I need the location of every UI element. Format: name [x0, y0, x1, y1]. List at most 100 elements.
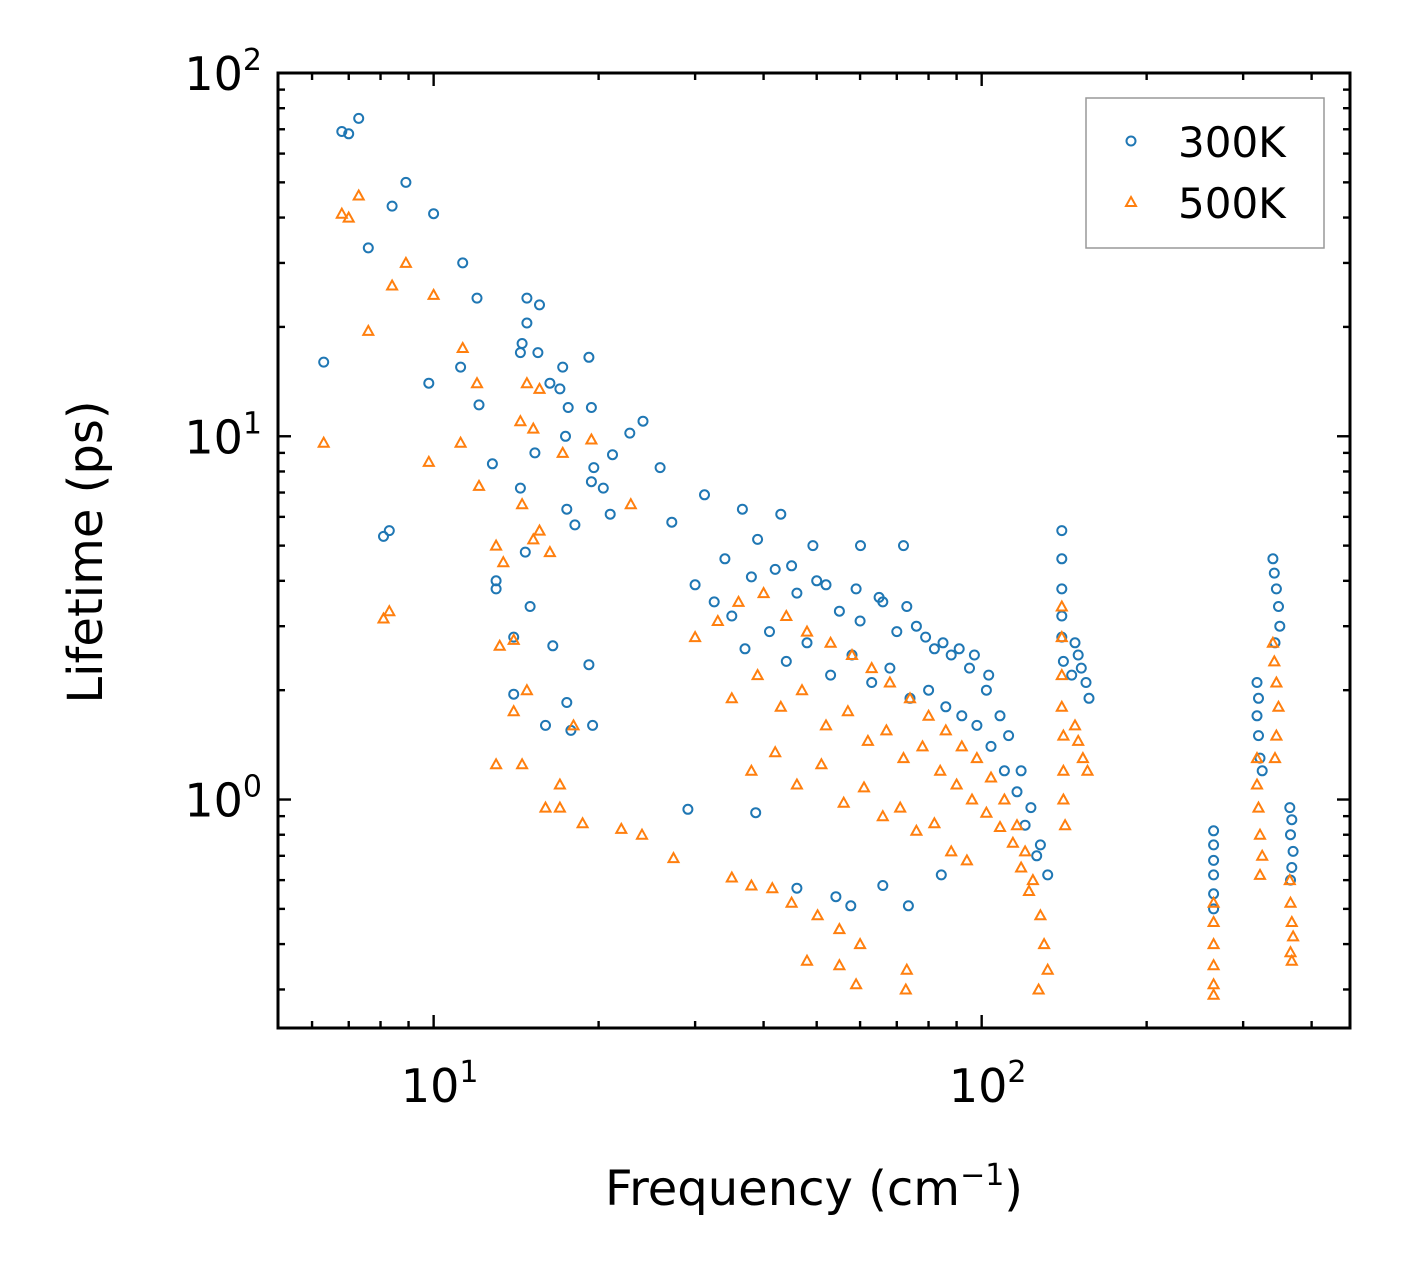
- data-point-300k: [956, 710, 968, 722]
- data-point-300k: [400, 176, 412, 188]
- data-point-500k: [513, 414, 528, 427]
- points-layer: [317, 112, 1300, 1000]
- series-500k: [317, 188, 1300, 1000]
- data-point-500k: [532, 381, 547, 394]
- data-point-500k: [823, 635, 838, 648]
- data-point-300k: [1274, 620, 1286, 632]
- y-axis-label: Lifetime (ps): [58, 400, 114, 703]
- data-point-300k: [910, 620, 922, 632]
- data-point-500k: [538, 800, 553, 813]
- data-point-300k: [980, 684, 992, 696]
- data-point-300k: [845, 900, 857, 912]
- data-point-500k: [1269, 728, 1284, 741]
- data-point-500k: [896, 751, 911, 764]
- data-point-500k: [1283, 895, 1298, 908]
- data-point-500k: [774, 699, 788, 712]
- data-point-300k: [514, 482, 526, 494]
- data-point-300k: [1072, 649, 1084, 661]
- data-point-500k: [1206, 937, 1221, 950]
- data-point-500k: [507, 632, 521, 645]
- data-point-500k: [566, 718, 581, 731]
- data-point-500k: [744, 763, 759, 776]
- data-point-500k: [666, 851, 681, 864]
- data-point-500k: [1250, 777, 1264, 790]
- data-point-500k: [814, 757, 829, 770]
- data-point-500k: [921, 708, 936, 721]
- data-point-300k: [1057, 655, 1069, 667]
- data-point-300k: [998, 765, 1010, 777]
- data-point-300k: [457, 257, 469, 269]
- data-point-500k: [532, 523, 547, 536]
- data-point-500k: [1056, 728, 1071, 741]
- data-point-500k: [768, 745, 782, 758]
- data-point-300k: [877, 596, 889, 608]
- data-point-300k: [945, 649, 957, 661]
- data-point-300k: [521, 317, 533, 329]
- data-point-300k: [791, 587, 803, 599]
- data-point-300k: [471, 292, 483, 304]
- data-point-300k: [811, 575, 823, 587]
- data-point-500k: [493, 638, 507, 651]
- data-point-300k: [1208, 903, 1220, 915]
- data-point-500k: [553, 800, 567, 813]
- data-point-500k: [861, 733, 875, 746]
- data-point-500k: [800, 624, 814, 637]
- data-point-500k: [1271, 699, 1286, 712]
- data-point-500k: [614, 821, 628, 834]
- data-point-300k: [1056, 525, 1068, 537]
- data-point-500k: [489, 538, 503, 551]
- data-point-300k: [780, 655, 792, 667]
- legend-marker-500k: [1124, 194, 1138, 207]
- legend-label-300k: 300K: [1178, 118, 1287, 167]
- data-point-500k: [1071, 733, 1085, 746]
- data-point-300k: [557, 361, 569, 373]
- data-point-300k: [554, 383, 566, 395]
- data-point-300k: [519, 546, 531, 558]
- data-point-500k: [352, 188, 366, 201]
- data-point-300k: [739, 643, 751, 655]
- data-point-300k: [1025, 802, 1037, 814]
- data-point-500k: [1018, 844, 1032, 857]
- data-point-300k: [540, 719, 551, 731]
- data-point-300k: [689, 579, 701, 591]
- data-point-300k: [898, 540, 909, 552]
- data-point-500k: [779, 608, 793, 621]
- data-point-300k: [1256, 765, 1268, 777]
- y-tick-label: 101: [184, 406, 262, 464]
- data-point-500k: [507, 704, 521, 717]
- data-point-500k: [422, 454, 436, 467]
- data-point-300k: [807, 540, 819, 552]
- data-point-300k: [854, 615, 866, 627]
- data-point-300k: [353, 112, 365, 124]
- data-point-300k: [524, 601, 536, 612]
- data-point-300k: [428, 208, 440, 220]
- data-point-500k: [879, 723, 894, 736]
- data-point-300k: [336, 126, 348, 137]
- data-point-300k: [318, 356, 330, 368]
- data-point-300k: [1075, 662, 1087, 674]
- data-point-500k: [944, 844, 958, 857]
- data-point-300k: [719, 553, 731, 565]
- tick-labels: 101 102 100 101 102: [184, 43, 1026, 1113]
- data-point-300k: [1042, 869, 1054, 881]
- data-point-300k: [1080, 677, 1092, 688]
- data-point-300k: [561, 503, 573, 515]
- data-point-300k: [968, 649, 980, 661]
- data-point-300k: [1268, 567, 1280, 579]
- data-point-500k: [960, 853, 974, 866]
- data-point-300k: [866, 677, 878, 688]
- data-point-300k: [1031, 850, 1043, 862]
- data-point-300k: [585, 476, 597, 488]
- data-point-500k: [725, 691, 739, 704]
- data-point-300k: [597, 482, 609, 494]
- data-point-300k: [1208, 839, 1220, 851]
- data-point-500k: [832, 958, 847, 971]
- data-point-300k: [1083, 692, 1095, 704]
- data-point-500k: [997, 792, 1012, 805]
- data-point-500k: [865, 661, 879, 674]
- legend-marker-300k: [1125, 135, 1137, 147]
- data-point-300k: [583, 351, 595, 363]
- data-point-300k: [1011, 786, 1023, 798]
- data-point-500k: [899, 982, 913, 995]
- data-point-300k: [560, 430, 571, 442]
